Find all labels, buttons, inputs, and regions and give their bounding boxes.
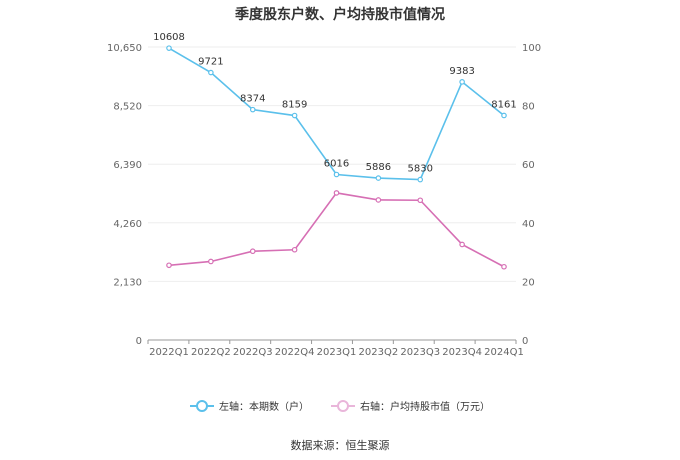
data-point-right bbox=[333, 190, 340, 196]
legend-right-series-label: 右轴：户均持股市值（万元） bbox=[360, 402, 490, 413]
data-point-left bbox=[417, 176, 424, 183]
x-axis-tick-label: 2024Q1 bbox=[484, 347, 524, 358]
left-axis-tick-label: 6,390 bbox=[113, 160, 142, 171]
left-axis-tick-label: 4,260 bbox=[113, 219, 142, 230]
data-label: 6016 bbox=[324, 158, 349, 169]
x-axis-tick-label: 2023Q2 bbox=[359, 347, 399, 358]
data-point-left bbox=[459, 79, 465, 85]
data-label: 9383 bbox=[449, 66, 474, 77]
legend-item-right-series[interactable]: 右轴：户均持股市值（万元） bbox=[331, 398, 490, 413]
data-point-left bbox=[291, 112, 298, 119]
data-label: 8159 bbox=[282, 100, 307, 111]
legend-left-series-label: 左轴：本期数（户） bbox=[219, 402, 309, 413]
chart-title: 季度股东户数、户均持股市值情况 bbox=[235, 7, 445, 23]
data-point-left bbox=[333, 171, 340, 178]
x-axis-tick-label: 2023Q4 bbox=[442, 347, 482, 358]
data-point-right bbox=[501, 263, 507, 270]
right-axis-tick-label: 0 bbox=[522, 336, 528, 347]
x-axis-tick-label: 2022Q4 bbox=[275, 347, 315, 358]
series-line-right bbox=[168, 192, 505, 268]
data-point-right bbox=[208, 258, 214, 265]
x-axis-tick-label: 2022Q3 bbox=[233, 347, 273, 358]
data-point-right bbox=[166, 262, 172, 269]
x-axis-tick-label: 2023Q3 bbox=[400, 347, 440, 358]
right-axis-tick-label: 60 bbox=[522, 160, 535, 171]
data-point-right bbox=[291, 246, 298, 253]
source-note: 数据来源：恒生聚源 bbox=[290, 439, 390, 452]
data-label: 10608 bbox=[153, 32, 185, 43]
data-label: 8374 bbox=[240, 94, 265, 105]
data-point-right bbox=[375, 197, 382, 203]
data-point-left bbox=[501, 112, 507, 119]
right-axis-tick-label: 80 bbox=[522, 102, 535, 113]
x-axis-tick-label: 2022Q1 bbox=[149, 347, 189, 358]
x-axis-tick-label: 2023Q1 bbox=[317, 347, 357, 358]
legend: 左轴：本期数（户） 右轴：户均持股市值（万元） bbox=[0, 398, 680, 413]
data-point-right bbox=[249, 248, 256, 255]
data-point-left bbox=[249, 106, 256, 113]
data-label: 5886 bbox=[366, 162, 391, 173]
right-axis-tick-label: 40 bbox=[522, 219, 535, 230]
data-label: 9721 bbox=[198, 57, 223, 68]
data-label: 5830 bbox=[408, 164, 433, 175]
data-point-right bbox=[459, 241, 465, 248]
legend-item-left-series[interactable]: 左轴：本期数（户） bbox=[190, 398, 309, 413]
data-point-left bbox=[375, 175, 382, 181]
right-axis-tick-label: 100 bbox=[522, 43, 541, 54]
data-label: 8161 bbox=[491, 99, 516, 110]
left-axis-tick-label: 0 bbox=[136, 336, 142, 347]
legend-right-series-icon bbox=[331, 399, 355, 412]
x-axis-tick-label: 2022Q2 bbox=[191, 347, 231, 358]
legend-left-series-icon bbox=[190, 399, 214, 412]
data-point-left bbox=[166, 45, 172, 51]
data-point-left bbox=[208, 69, 214, 76]
left-axis-tick-label: 2,130 bbox=[113, 277, 142, 288]
right-axis-tick-label: 20 bbox=[522, 277, 535, 288]
left-axis-tick-label: 10,650 bbox=[107, 43, 142, 54]
data-point-right bbox=[417, 197, 424, 204]
left-axis-tick-label: 8,520 bbox=[113, 102, 142, 113]
